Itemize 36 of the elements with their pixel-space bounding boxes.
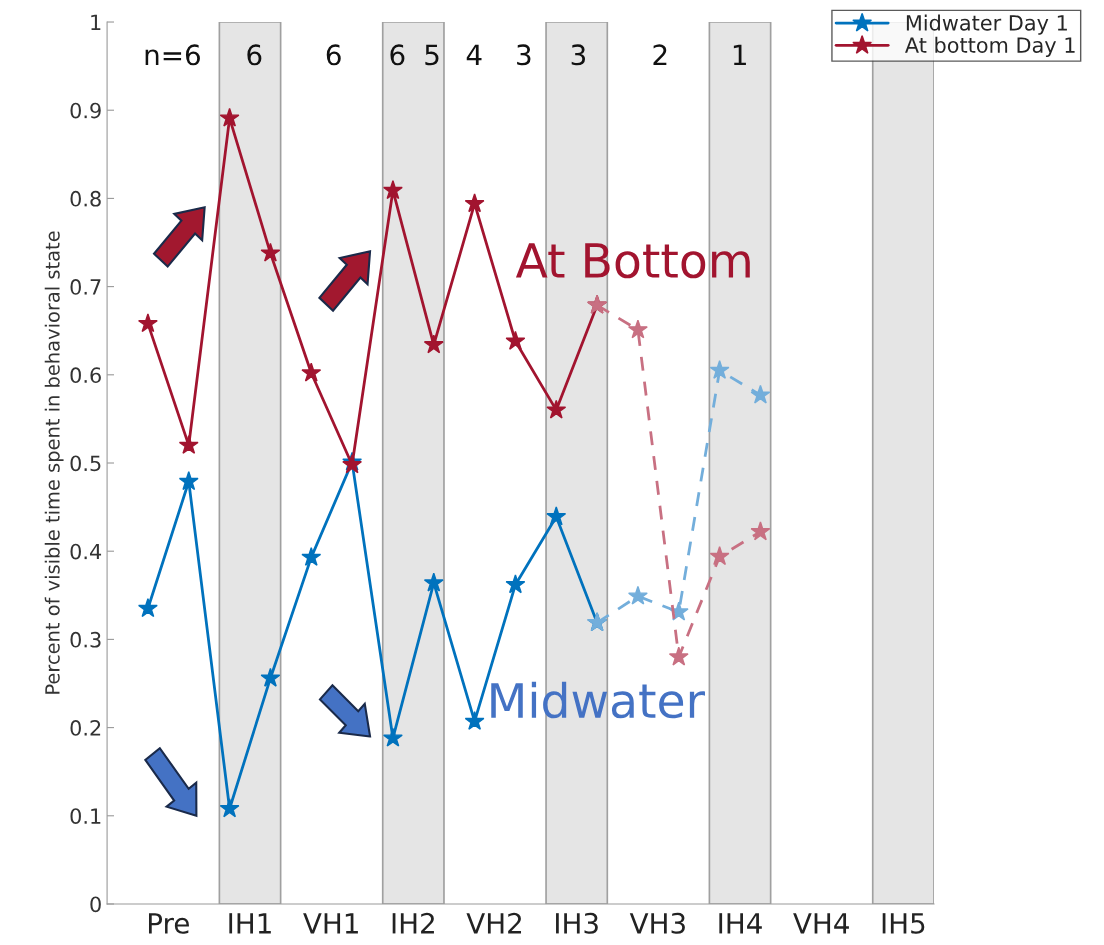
x-tick-label: VH1 [303, 913, 358, 934]
y-axis-title: Percent of visible time spent in behavioral state [44, 231, 64, 694]
y-tick-label: 0.7 [70, 279, 101, 295]
y-tick-label: 0.2 [70, 720, 101, 736]
annotation: n=6 [145, 44, 200, 66]
y-tick-label: 0.9 [70, 102, 101, 119]
annotation: Midwater [491, 681, 706, 719]
y-tick-label: 0.4 [70, 543, 102, 560]
annotation: 5 [425, 44, 439, 66]
annotation: At Bottom [515, 243, 750, 279]
annotation: 2 [653, 44, 667, 65]
annotation: 4 [466, 44, 482, 65]
y-tick-label: 0.1 [70, 808, 101, 824]
annotation: 1 [733, 44, 746, 65]
annotation: 3 [517, 44, 531, 66]
y-tick-label: 0.3 [70, 631, 101, 648]
legend-label: Midwater Day 1 [906, 14, 1067, 35]
x-tick-label: Pre [148, 913, 189, 934]
x-tick-label: IH1 [229, 913, 271, 934]
x-tick-label: IH2 [392, 912, 434, 934]
legend-label: At bottom Day 1 [905, 36, 1075, 57]
x-tick-label: VH4 [793, 913, 849, 934]
x-tick-label: IH4 [719, 913, 762, 934]
y-tick-label: 0.8 [70, 190, 101, 207]
y-tick-label: 0.5 [70, 455, 101, 472]
y-tick-label: 1 [91, 14, 101, 30]
x-tick-label: IH5 [882, 913, 925, 934]
y-tick-label: 0.6 [70, 367, 101, 384]
x-tick-label: VH2 [466, 912, 522, 934]
annotation: 3 [571, 44, 586, 66]
annotation: 6 [390, 44, 405, 66]
y-tick-label: 0 [90, 896, 101, 913]
annotation: 6 [326, 44, 341, 66]
annotation: 6 [247, 44, 262, 66]
x-tick-label: IH3 [556, 912, 598, 934]
x-tick-label: VH3 [629, 912, 685, 934]
